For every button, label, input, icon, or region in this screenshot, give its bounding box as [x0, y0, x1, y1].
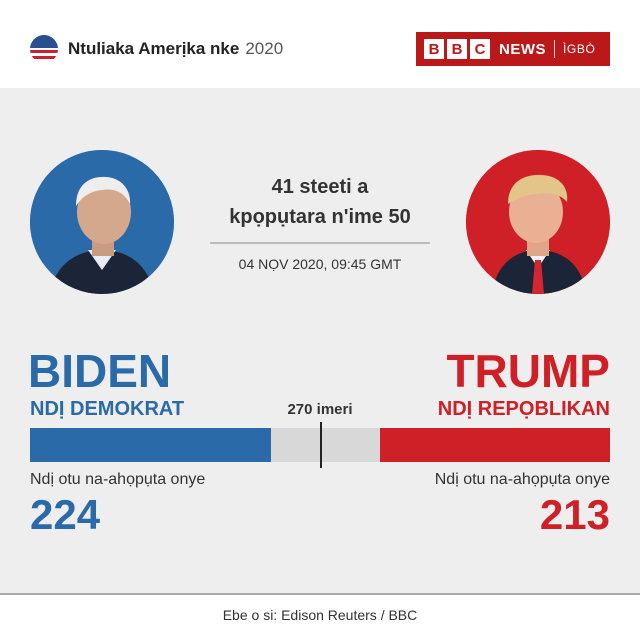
- summary-block: 41 steeti a kpọpụtara n'ime 50 04 NỌV 20…: [205, 172, 435, 272]
- header-title-group: Ntuliaka Amerịka nke 2020: [30, 34, 283, 64]
- electoral-vote-bar: [30, 422, 610, 468]
- bbc-logo-letter: B: [447, 39, 467, 59]
- trump-name: TRUMP: [446, 345, 610, 397]
- threshold-label: 270 imeri: [287, 401, 353, 418]
- biden-name: BIDEN: [28, 345, 172, 397]
- trump-portrait-image: [466, 150, 610, 294]
- source-footer: Ebe o si: Edison Reuters / BBC: [0, 595, 640, 640]
- states-called-line1: 41 steeti a: [271, 176, 369, 198]
- trump-portrait: [466, 150, 610, 294]
- header-title: Ntuliaka Amerịka nke: [68, 39, 240, 58]
- biden-votes-fill: [30, 428, 272, 462]
- biden-votes-count: 224: [30, 491, 101, 538]
- threshold-marker: [320, 422, 323, 468]
- header-bar: Ntuliaka Amerịka nke 2020 B B C NEWS ÌGB…: [0, 0, 640, 88]
- results-panel: 41 steeti a kpọpụtara n'ime 50 04 NỌV 20…: [0, 88, 640, 593]
- bbc-logo-letter: C: [470, 39, 490, 59]
- timestamp: 04 NỌV 2020, 09:45 GMT: [238, 256, 402, 272]
- bbc-logo-language: ÌGBÒ: [563, 42, 596, 56]
- bbc-logo-divider: [554, 40, 555, 58]
- bbc-logo-letter: B: [424, 39, 444, 59]
- footer-divider: [0, 593, 640, 595]
- summary-divider: [210, 242, 430, 244]
- biden-party: NDỊ DEMOKRAT: [30, 398, 185, 420]
- us-flag-circle-icon: [30, 35, 58, 63]
- biden-portrait-image: [30, 150, 174, 294]
- trump-votes-fill: [380, 428, 610, 462]
- biden-votes-label: Ndị otu na-ahọpụta onye: [30, 471, 206, 488]
- bbc-logo-news: NEWS: [499, 40, 546, 58]
- biden-portrait: [30, 150, 174, 294]
- trump-votes-label: Ndị otu na-ahọpụta onye: [434, 471, 610, 488]
- states-called-line2: kpọpụtara n'ime 50: [229, 206, 411, 228]
- trump-votes-count: 213: [539, 491, 610, 538]
- header-year: 2020: [245, 39, 284, 58]
- trump-party: NDỊ REPỌBLIKAN: [437, 398, 610, 420]
- bbc-news-igbo-logo[interactable]: B B C NEWS ÌGBÒ: [416, 32, 610, 66]
